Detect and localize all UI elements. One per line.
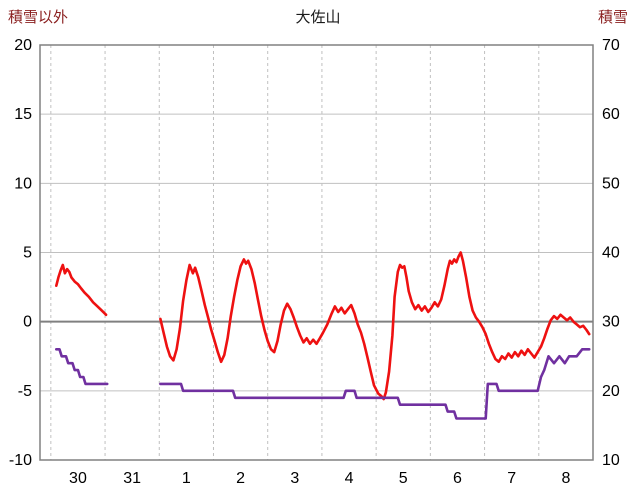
- x-axis-tick-label: 6: [453, 470, 462, 487]
- x-axis-tick-label: 1: [182, 470, 191, 487]
- snow-depth-line: [55, 348, 109, 386]
- left-axis-tick-label: 15: [14, 106, 32, 123]
- left-axis-tick-label: 0: [23, 314, 32, 331]
- right-axis-tick-label: 60: [602, 106, 620, 123]
- plot-border: [39, 44, 594, 461]
- x-axis-tick-label: 30: [69, 470, 87, 487]
- right-axis-tick-label: 40: [602, 245, 620, 262]
- left-axis-tick-label: 20: [14, 37, 32, 54]
- right-axis-title: 積雪: [597, 9, 628, 26]
- right-axis-tick-label: 20: [602, 383, 620, 400]
- x-axis-tick-label: 8: [561, 470, 570, 487]
- snow-depth-line: [159, 348, 591, 420]
- x-axis-tick-label: 7: [507, 470, 516, 487]
- right-axis-tick-label: 30: [602, 314, 620, 331]
- right-axis-tick-label: 50: [602, 175, 620, 192]
- x-axis-tick-label: 31: [123, 470, 141, 487]
- x-axis-tick-label: 3: [290, 470, 299, 487]
- x-axis-tick-label: 5: [399, 470, 408, 487]
- left-axis-tick-label: 10: [14, 175, 32, 192]
- x-axis-tick-label: 2: [236, 470, 245, 487]
- temperature-line: [55, 263, 108, 317]
- left-axis-tick-label: -10: [9, 452, 32, 469]
- x-axis-tick-label: 4: [345, 470, 354, 487]
- left-axis-tick-label: 5: [23, 245, 32, 262]
- left-axis-tick-label: -5: [18, 383, 32, 400]
- chart-title: 大佐山: [295, 9, 341, 26]
- right-axis-tick-label: 70: [602, 37, 620, 54]
- left-axis-title: 積雪以外: [8, 9, 69, 26]
- right-axis-tick-label: 10: [602, 452, 620, 469]
